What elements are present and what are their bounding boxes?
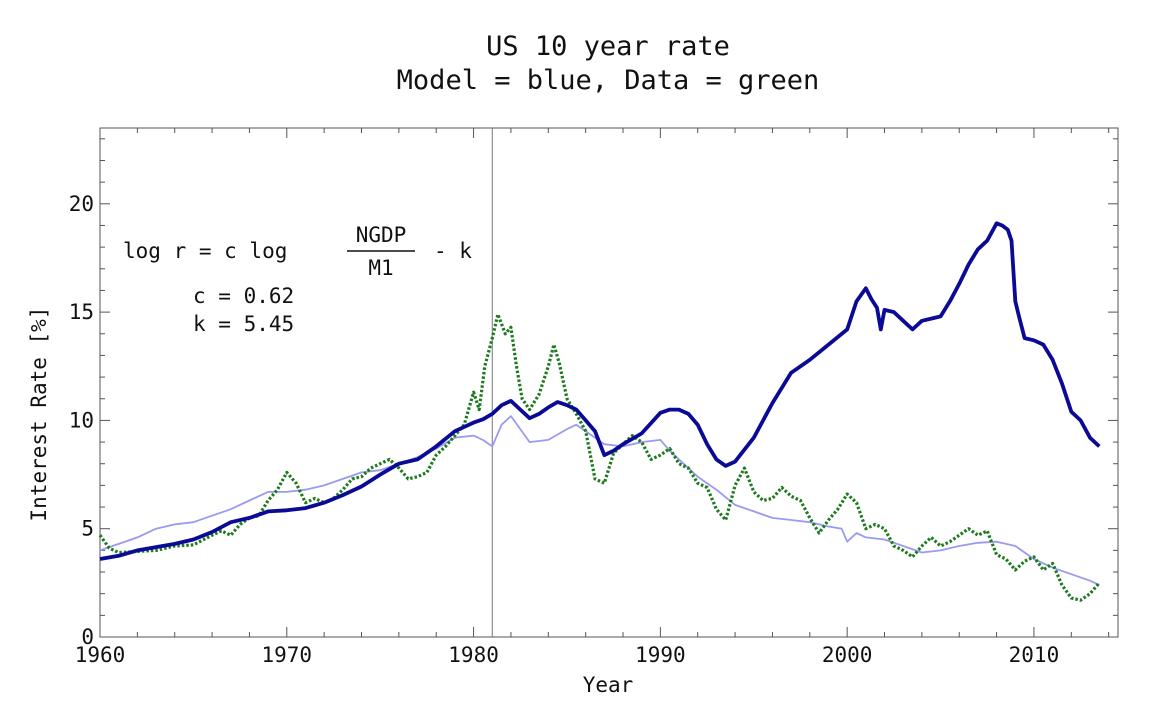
y-tick-label: 15	[69, 300, 94, 324]
x-tick-label: 1970	[261, 643, 312, 667]
equation-annotation: log r = c log NGDP M1 - k c = 0.62 k = 5…	[123, 223, 472, 336]
series-layer	[98, 221, 1101, 602]
plot-area	[98, 127, 1119, 638]
x-tick-labels: 1960 1970 1980 1990 2000 2010	[75, 643, 1060, 667]
equation-lhs: log r = c log	[123, 239, 287, 263]
model-series-line	[99, 221, 1101, 561]
param-c: c = 0.62	[193, 284, 294, 308]
equation-denominator: M1	[368, 256, 393, 280]
chart-title: US 10 year rate	[486, 31, 730, 62]
y-tick-label: 20	[69, 192, 94, 216]
y-tick-label: 10	[69, 408, 94, 432]
plot-frame	[99, 127, 1119, 638]
axis-ticks	[99, 128, 1118, 638]
y-axis-label: Interest Rate [%]	[27, 307, 51, 522]
y-tick-labels: 0 5 10 15 20	[69, 192, 94, 649]
equation-rhs: - k	[434, 239, 472, 263]
y-tick-label: 0	[81, 625, 94, 649]
x-tick-label: 2000	[822, 643, 873, 667]
x-tick-label: 1960	[75, 643, 126, 667]
equation-numerator: NGDP	[356, 223, 407, 247]
x-tick-label: 2010	[1009, 643, 1060, 667]
x-tick-label: 1990	[635, 643, 686, 667]
x-tick-label: 1980	[448, 643, 499, 667]
y-tick-label: 5	[81, 517, 94, 541]
x-axis-label: Year	[583, 673, 634, 697]
chart-subtitle: Model = blue, Data = green	[397, 65, 820, 96]
param-k: k = 5.45	[193, 312, 294, 336]
model-light-series-line	[99, 415, 1100, 586]
